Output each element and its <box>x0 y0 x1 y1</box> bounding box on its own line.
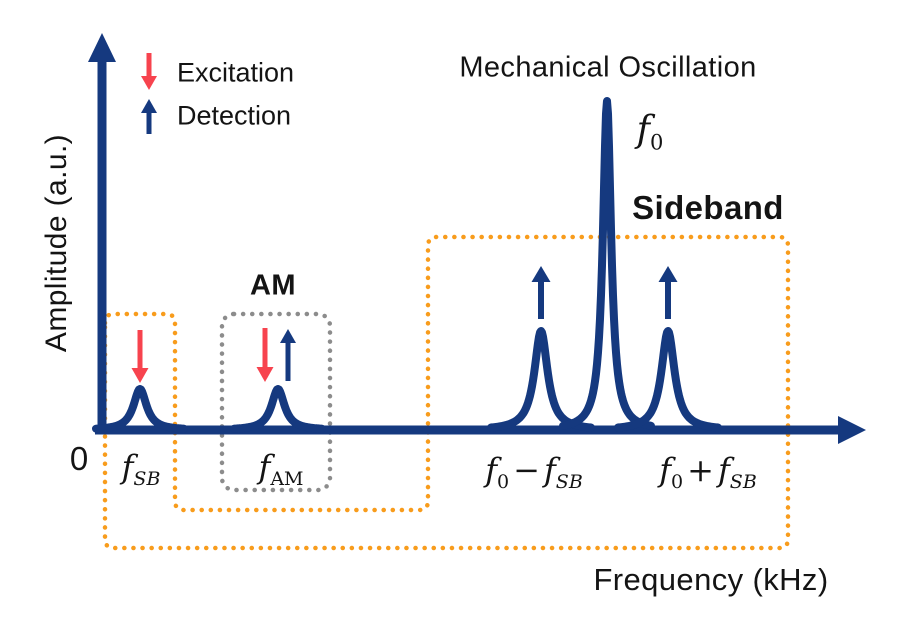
fsb-tick-label: fSB <box>122 451 161 489</box>
detection-upper-sideband-arrow-icon <box>658 266 678 319</box>
fam-base: f <box>258 447 271 486</box>
detection-f_am-arrow-icon <box>280 329 296 381</box>
sideband-annotation: Sideband <box>632 189 784 226</box>
peak-f_SB <box>92 385 188 433</box>
plus-sign: + <box>687 450 714 489</box>
f0-plus-fsb-tick-label: f0 + fSB <box>659 454 757 492</box>
x-axis-arrowhead-icon <box>838 416 866 444</box>
detection-lower-sideband-arrow-icon <box>531 266 551 319</box>
f0-peak-label: f0 <box>637 112 664 153</box>
fp-s2: SB <box>729 471 757 494</box>
spectrum-peaks <box>92 97 722 433</box>
dotted-annotation-boxes <box>102 234 791 551</box>
origin-tick-label: 0 <box>69 440 89 477</box>
peak-f_0+f_SB <box>614 327 722 432</box>
x-axis-label: Frequency (kHz) <box>593 562 829 597</box>
axes <box>88 33 866 444</box>
fp-b2: f <box>717 450 730 489</box>
fm-b2: f <box>543 450 556 489</box>
sideband-link-dotted-outline <box>102 234 791 551</box>
fsb-sub: SB <box>133 468 161 491</box>
peak-f_0-f_SB <box>487 327 595 432</box>
fp-b1: f <box>659 450 672 489</box>
f0-sub: 0 <box>649 130 664 155</box>
f0-base: f <box>636 109 650 151</box>
am-annotation: AM <box>250 269 296 302</box>
minus-sign: − <box>513 450 540 489</box>
y-axis-arrowhead-icon <box>88 33 116 62</box>
fm-b1: f <box>485 450 498 489</box>
peak-f_AM <box>230 385 326 433</box>
excitation-detection-arrows <box>131 53 678 383</box>
legend-item-excitation: Excitation <box>177 57 295 88</box>
excitation-f_am-arrow-icon <box>256 328 274 382</box>
fm-s2: SB <box>555 471 583 494</box>
legend-item-detection: Detection <box>177 100 292 131</box>
fp-s1: 0 <box>671 471 684 494</box>
y-axis-label: Amplitude (a.u.) <box>40 133 73 353</box>
detection-legend-arrow-icon <box>141 99 157 134</box>
chart-title: Mechanical Oscillation <box>459 51 757 84</box>
excitation-legend-arrow-icon <box>141 53 157 90</box>
fam-tick-label: fAM <box>258 451 303 489</box>
excitation-f_sb-arrow-icon <box>131 330 149 383</box>
fam-sub: AM <box>270 468 304 491</box>
fsb-base: f <box>121 447 134 486</box>
fm-s1: 0 <box>497 471 510 494</box>
f0-minus-fsb-tick-label: f0− fSB <box>485 454 583 492</box>
